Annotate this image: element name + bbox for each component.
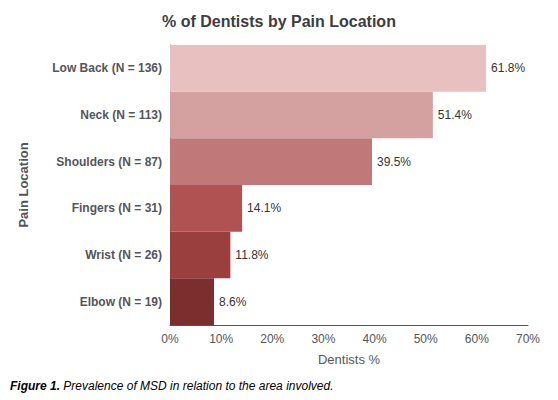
svg-text:Elbow (N = 19): Elbow (N = 19) bbox=[80, 295, 162, 309]
svg-text:Figure 1.: Figure 1. bbox=[10, 379, 60, 393]
svg-text:40%: 40% bbox=[363, 332, 387, 346]
svg-text:50%: 50% bbox=[414, 332, 438, 346]
svg-text:Dentists %: Dentists % bbox=[318, 352, 381, 367]
svg-text:14.1%: 14.1% bbox=[247, 201, 281, 215]
svg-text:70%: 70% bbox=[516, 332, 540, 346]
svg-text:20%: 20% bbox=[260, 332, 284, 346]
svg-text:Wrist (N = 26): Wrist (N = 26) bbox=[85, 248, 162, 262]
svg-text:10%: 10% bbox=[209, 332, 233, 346]
svg-text:Neck (N = 113): Neck (N = 113) bbox=[80, 108, 162, 122]
svg-text:Low Back (N = 136): Low Back (N = 136) bbox=[52, 61, 162, 75]
svg-text:Shoulders (N = 87): Shoulders (N = 87) bbox=[56, 155, 162, 169]
svg-text:% of Dentists by Pain Location: % of Dentists by Pain Location bbox=[162, 13, 396, 30]
svg-text:61.8%: 61.8% bbox=[491, 61, 525, 75]
svg-text:Fingers (N = 31): Fingers (N = 31) bbox=[72, 201, 162, 215]
svg-text:11.8%: 11.8% bbox=[235, 248, 268, 262]
svg-text:39.5%: 39.5% bbox=[377, 155, 411, 169]
svg-text:Prevalence of MSD in relation: Prevalence of MSD in relation to the are… bbox=[63, 379, 333, 393]
svg-text:60%: 60% bbox=[465, 332, 489, 346]
svg-text:51.4%: 51.4% bbox=[438, 108, 472, 122]
svg-text:30%: 30% bbox=[311, 332, 335, 346]
svg-text:Pain Location: Pain Location bbox=[16, 142, 31, 227]
svg-text:8.6%: 8.6% bbox=[219, 295, 247, 309]
svg-text:0%: 0% bbox=[161, 332, 179, 346]
